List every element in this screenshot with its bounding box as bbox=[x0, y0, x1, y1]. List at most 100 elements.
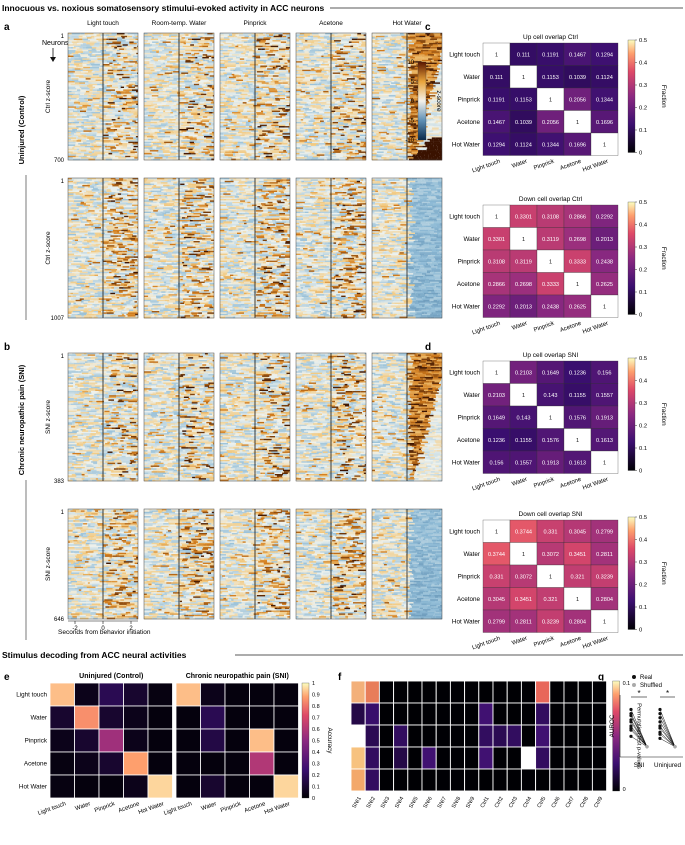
raster-cell bbox=[275, 128, 280, 130]
raster-cell bbox=[329, 64, 336, 66]
raster-cell bbox=[158, 39, 166, 41]
raster-cell bbox=[159, 140, 165, 142]
raster-cell bbox=[81, 140, 86, 142]
raster-cell bbox=[90, 89, 93, 91]
raster-cell bbox=[205, 39, 211, 41]
raster-cell bbox=[130, 51, 138, 53]
raster-cell bbox=[296, 102, 300, 104]
raster-cell bbox=[77, 153, 82, 155]
raster-cell bbox=[331, 140, 335, 142]
raster-cell bbox=[129, 64, 134, 66]
raster-cell bbox=[173, 64, 181, 66]
raster-cell bbox=[104, 39, 107, 41]
raster-cell bbox=[353, 64, 362, 66]
raster-cell bbox=[315, 51, 321, 53]
raster-cell bbox=[359, 89, 362, 91]
raster-panel bbox=[296, 33, 366, 160]
raster-cell bbox=[113, 140, 120, 142]
raster-cell bbox=[224, 140, 233, 142]
raster-cell bbox=[277, 51, 285, 53]
raster-cell bbox=[199, 153, 205, 155]
raster-cell bbox=[340, 77, 346, 79]
raster-cell bbox=[163, 153, 170, 155]
stimulus-title: Hot Water bbox=[392, 20, 422, 27]
raster-cell bbox=[163, 89, 166, 91]
raster-cell bbox=[325, 153, 329, 155]
raster-cell bbox=[339, 128, 341, 130]
raster-cell bbox=[357, 39, 366, 41]
raster-cell bbox=[162, 115, 170, 117]
raster-cell bbox=[283, 102, 290, 104]
raster-cell bbox=[406, 39, 413, 41]
raster-cell bbox=[250, 64, 258, 66]
raster-cell bbox=[204, 102, 210, 104]
raster-cell bbox=[233, 153, 235, 155]
raster-cell bbox=[313, 39, 321, 41]
raster-cell bbox=[175, 115, 178, 117]
raster-panel bbox=[68, 33, 138, 160]
raster-cell bbox=[108, 102, 115, 104]
raster-cell bbox=[68, 140, 73, 142]
raster-cell bbox=[193, 115, 201, 117]
raster-cell bbox=[358, 102, 362, 104]
raster-cell bbox=[178, 115, 182, 117]
raster-cell bbox=[173, 128, 176, 130]
raster-cell bbox=[176, 128, 181, 130]
raster-cell bbox=[249, 51, 253, 53]
raster-cell bbox=[157, 128, 162, 130]
raster-cell bbox=[174, 140, 177, 142]
raster-cell bbox=[180, 102, 189, 104]
raster-cell bbox=[119, 102, 126, 104]
raster-cell bbox=[230, 51, 235, 53]
raster-cell bbox=[321, 64, 329, 66]
raster-cell bbox=[168, 128, 172, 130]
raster-cell bbox=[430, 39, 437, 41]
raster-cell bbox=[132, 89, 138, 91]
raster-cell bbox=[334, 39, 342, 41]
raster-cell bbox=[192, 39, 201, 41]
raster-cell bbox=[244, 115, 246, 117]
raster-cell bbox=[247, 140, 253, 142]
raster-cell bbox=[258, 64, 264, 66]
raster-cell bbox=[300, 102, 306, 104]
raster-cell bbox=[323, 77, 329, 79]
neurons-arrow-head bbox=[50, 57, 56, 62]
raster-cell bbox=[309, 51, 315, 53]
raster-cell bbox=[270, 39, 276, 41]
raster-cell bbox=[114, 64, 121, 66]
raster-cell bbox=[275, 140, 283, 142]
raster-cell bbox=[272, 102, 274, 104]
raster-cell bbox=[156, 51, 159, 53]
raster-cell bbox=[321, 89, 326, 91]
raster-cell bbox=[308, 153, 312, 155]
raster-cell bbox=[250, 153, 255, 155]
panel-letter-d: d bbox=[425, 342, 431, 353]
raster-cell bbox=[93, 89, 97, 91]
raster-cell bbox=[144, 77, 149, 79]
raster-cell bbox=[327, 115, 334, 117]
raster-cell bbox=[349, 140, 351, 142]
raster-cell bbox=[283, 153, 288, 155]
raster-cell bbox=[243, 102, 247, 104]
raster-cell bbox=[129, 115, 132, 117]
raster-panel bbox=[220, 33, 290, 160]
raster-cell bbox=[234, 102, 243, 104]
raster-cell bbox=[300, 153, 308, 155]
raster-cell bbox=[88, 39, 96, 41]
raster-cell bbox=[121, 64, 129, 66]
raster-cell bbox=[264, 153, 273, 155]
raster-cell bbox=[296, 140, 299, 142]
neurons-label: Neurons bbox=[42, 40, 69, 47]
raster-cell bbox=[280, 128, 288, 130]
raster-cell bbox=[74, 64, 79, 66]
raster-cell bbox=[251, 128, 254, 130]
raster-cell bbox=[220, 89, 227, 91]
raster-cell bbox=[185, 115, 193, 117]
raster-cell bbox=[75, 51, 83, 53]
raster-cell bbox=[347, 77, 354, 79]
raster-cell bbox=[336, 64, 339, 66]
raster-cell bbox=[334, 115, 339, 117]
raster-cell bbox=[343, 102, 346, 104]
raster-cell bbox=[199, 102, 204, 104]
